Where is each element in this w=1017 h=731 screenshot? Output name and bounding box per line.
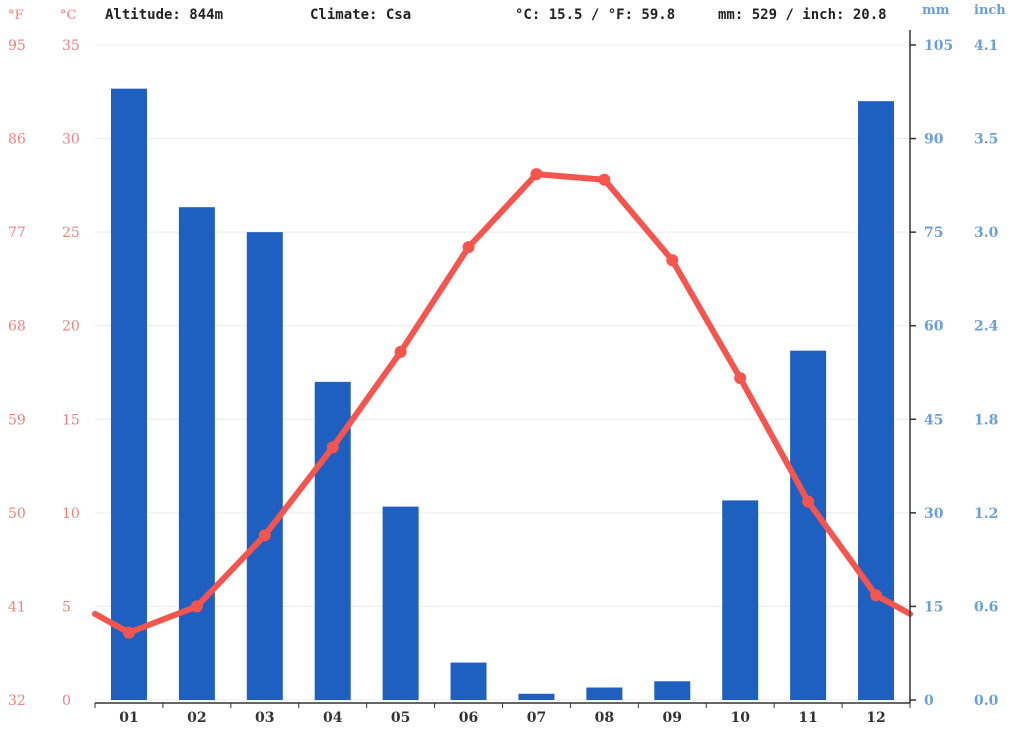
month-tick-label: 12 xyxy=(866,710,885,726)
fahrenheit-tick-label: 95 xyxy=(8,38,26,54)
temperature-point xyxy=(122,626,135,639)
temperature-point xyxy=(734,372,747,385)
mm-tick-label: 60 xyxy=(924,319,944,335)
temperature-point xyxy=(394,345,407,358)
celsius-unit-label: °C xyxy=(60,8,77,23)
fahrenheit-unit-label: °F xyxy=(8,8,24,23)
inch-tick-label: 4.1 xyxy=(974,38,998,54)
precipitation-bar xyxy=(450,662,487,700)
month-tick-label: 06 xyxy=(459,710,478,726)
gridlines xyxy=(95,44,910,701)
axes xyxy=(94,30,916,708)
temperature-point xyxy=(190,600,203,613)
month-tick-label: 07 xyxy=(527,710,546,726)
inch-tick-label: 3.0 xyxy=(974,225,999,241)
celsius-tick-label: 0 xyxy=(62,693,71,709)
altitude-label: Altitude: 844m xyxy=(105,7,223,23)
inch-tick-label: 1.8 xyxy=(974,412,998,428)
precipitation-total-label: mm: 529 / inch: 20.8 xyxy=(718,7,887,23)
mm-tick-label: 90 xyxy=(924,132,944,148)
month-tick-label: 01 xyxy=(119,710,138,726)
precipitation-bars xyxy=(110,88,895,700)
month-tick-label: 08 xyxy=(595,710,614,726)
inch-unit-label: inch xyxy=(974,3,1006,18)
celsius-tick-label: 15 xyxy=(62,412,80,428)
temperature-point xyxy=(870,589,883,602)
temperature-point xyxy=(326,441,339,454)
temperature-point xyxy=(598,173,611,186)
precipitation-bar xyxy=(722,500,759,700)
temperature-point xyxy=(462,241,475,254)
fahrenheit-tick-label: 50 xyxy=(8,506,26,522)
month-tick-label: 04 xyxy=(323,710,343,726)
celsius-tick-label: 20 xyxy=(62,319,80,335)
mm-tick-label: 105 xyxy=(924,38,953,54)
tick-labels: 95 35 105 4.186 30 90 3.577 25 75 3.068 20 60 2.459 1… xyxy=(8,38,999,726)
precipitation-bar xyxy=(586,687,623,700)
fahrenheit-tick-label: 77 xyxy=(8,225,26,241)
fahrenheit-tick-label: 41 xyxy=(8,599,26,615)
celsius-tick-label: 35 xyxy=(62,38,80,54)
inch-tick-label: 3.5 xyxy=(974,132,998,148)
inch-tick-label: 1.2 xyxy=(974,506,998,522)
fahrenheit-tick-label: 68 xyxy=(8,319,26,335)
mm-tick-label: 15 xyxy=(924,599,943,615)
fahrenheit-tick-label: 86 xyxy=(8,132,26,148)
climate-label: Climate: Csa xyxy=(310,7,411,23)
month-tick-label: 11 xyxy=(798,710,817,726)
temperature-point xyxy=(666,254,679,267)
precipitation-bar xyxy=(654,681,691,700)
fahrenheit-tick-label: 59 xyxy=(8,412,26,428)
precipitation-bar xyxy=(858,101,895,700)
celsius-tick-label: 30 xyxy=(62,132,80,148)
precipitation-bar xyxy=(382,506,419,700)
mm-tick-label: 0 xyxy=(924,693,934,709)
temperature-average-label: °C: 15.5 / °F: 59.8 xyxy=(515,7,675,23)
temperature-point xyxy=(802,495,815,508)
celsius-tick-label: 25 xyxy=(62,225,80,241)
temperature-point xyxy=(530,168,543,181)
inch-tick-label: 0.0 xyxy=(974,693,999,709)
precipitation-bar xyxy=(518,693,555,700)
mm-tick-label: 30 xyxy=(924,506,944,522)
precipitation-bar xyxy=(246,232,283,700)
month-tick-label: 10 xyxy=(730,710,750,726)
precipitation-bar xyxy=(110,88,147,700)
mm-tick-label: 45 xyxy=(924,412,943,428)
month-tick-label: 02 xyxy=(187,710,206,726)
temperature-polyline xyxy=(92,171,913,636)
month-tick-label: 09 xyxy=(663,710,682,726)
celsius-tick-label: 10 xyxy=(62,506,80,522)
inch-tick-label: 0.6 xyxy=(974,599,998,615)
temperature-point xyxy=(258,529,271,542)
temperature-line xyxy=(92,168,913,639)
month-tick-label: 03 xyxy=(255,710,274,726)
precipitation-bar xyxy=(178,207,215,700)
mm-tick-label: 75 xyxy=(924,225,943,241)
month-tick-label: 05 xyxy=(391,710,410,726)
fahrenheit-tick-label: 32 xyxy=(8,693,26,709)
mm-unit-label: mm xyxy=(922,3,950,18)
inch-tick-label: 2.4 xyxy=(974,319,999,335)
celsius-tick-label: 5 xyxy=(62,599,71,615)
precipitation-bar xyxy=(790,350,827,700)
